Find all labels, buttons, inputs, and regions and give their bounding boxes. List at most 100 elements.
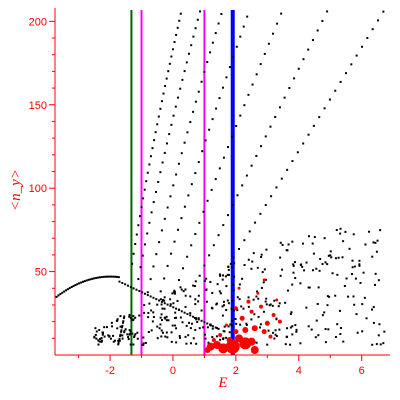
cloud-point — [127, 335, 130, 338]
level-point — [192, 35, 195, 38]
arc-point — [183, 311, 186, 314]
cloud-point — [293, 261, 296, 264]
cloud-point — [148, 302, 151, 305]
cloud-point — [251, 260, 254, 263]
arc-point — [115, 275, 118, 278]
level-point — [328, 98, 331, 101]
arc-point — [158, 299, 161, 302]
level-point — [260, 145, 263, 148]
cloud-point — [225, 285, 228, 288]
cloud-point — [287, 243, 290, 246]
level-point — [176, 96, 179, 99]
level-point — [163, 151, 166, 154]
level-point — [202, 210, 205, 213]
cloud-point — [119, 333, 122, 336]
cloud-point — [119, 325, 122, 328]
arc-point — [97, 276, 100, 279]
cloud-point — [371, 255, 374, 258]
level-point — [259, 63, 262, 66]
level-point — [227, 146, 230, 149]
x-tick-label: 6 — [359, 365, 365, 377]
cloud-point — [247, 305, 250, 308]
cloud-point — [351, 273, 354, 276]
cloud-point — [359, 281, 362, 284]
level-point — [274, 115, 277, 118]
level-point — [321, 19, 324, 22]
cloud-point — [343, 285, 346, 288]
cloud-point — [230, 307, 233, 310]
cloud-point — [221, 278, 224, 281]
cloud-point — [275, 335, 278, 338]
cloud-point — [372, 241, 375, 244]
level-point — [200, 80, 203, 83]
cloud-point — [194, 328, 197, 331]
arc-point — [57, 294, 60, 297]
level-point — [158, 241, 161, 244]
level-point — [312, 124, 315, 127]
cloud-point — [163, 296, 166, 299]
state-marker — [277, 319, 282, 324]
cloud-point — [352, 233, 355, 236]
y-tick-label: 100 — [29, 183, 47, 195]
level-point — [159, 290, 162, 293]
cloud-point — [163, 299, 166, 302]
cloud-point — [323, 311, 326, 314]
cloud-point — [216, 327, 219, 330]
cloud-point — [229, 323, 232, 326]
arc-point — [74, 284, 77, 287]
level-point — [154, 131, 157, 134]
arc-point — [95, 276, 98, 279]
arc-point — [124, 283, 127, 286]
cloud-point — [235, 322, 238, 325]
level-point — [186, 255, 189, 258]
cloud-point — [222, 300, 225, 303]
level-point — [160, 100, 163, 103]
cloud-point — [361, 330, 364, 333]
level-point — [189, 295, 192, 298]
cloud-point — [240, 305, 243, 308]
cloud-point — [205, 277, 208, 280]
level-point — [243, 239, 246, 242]
level-point — [183, 205, 186, 208]
cloud-point — [123, 329, 126, 332]
level-point — [194, 27, 197, 30]
cloud-point — [279, 241, 282, 244]
cloud-point — [339, 333, 342, 336]
level-point — [198, 221, 201, 224]
cloud-point — [348, 247, 351, 250]
cloud-point — [118, 339, 121, 342]
cloud-point — [205, 288, 208, 291]
cloud-point — [311, 269, 314, 272]
cloud-point — [291, 283, 294, 286]
cloud-point — [236, 296, 239, 299]
level-point — [211, 291, 214, 294]
level-point — [152, 201, 155, 204]
level-point — [180, 152, 183, 155]
level-point — [132, 252, 135, 255]
state-marker — [239, 315, 245, 321]
cloud-point — [197, 294, 200, 297]
cloud-point — [329, 250, 332, 253]
cloud-point — [194, 316, 197, 319]
cloud-point — [311, 242, 314, 245]
cloud-point — [115, 319, 118, 322]
cloud-point — [195, 342, 198, 345]
cloud-point — [197, 300, 200, 303]
arc-point — [110, 275, 113, 278]
cloud-point — [221, 305, 224, 308]
cloud-point — [143, 304, 146, 307]
cloud-point — [278, 328, 281, 331]
y-axis-label: <n_y> — [8, 169, 24, 211]
cloud-point — [247, 296, 250, 299]
cloud-point — [250, 318, 253, 321]
cloud-point — [143, 311, 146, 314]
arc-point — [189, 314, 192, 317]
cloud-point — [245, 323, 248, 326]
cloud-point — [156, 325, 159, 328]
cloud-point — [190, 342, 193, 345]
cloud-point — [142, 343, 145, 346]
level-point — [211, 118, 214, 121]
level-point — [318, 116, 321, 119]
cloud-point — [129, 343, 132, 346]
cloud-point — [294, 324, 297, 327]
